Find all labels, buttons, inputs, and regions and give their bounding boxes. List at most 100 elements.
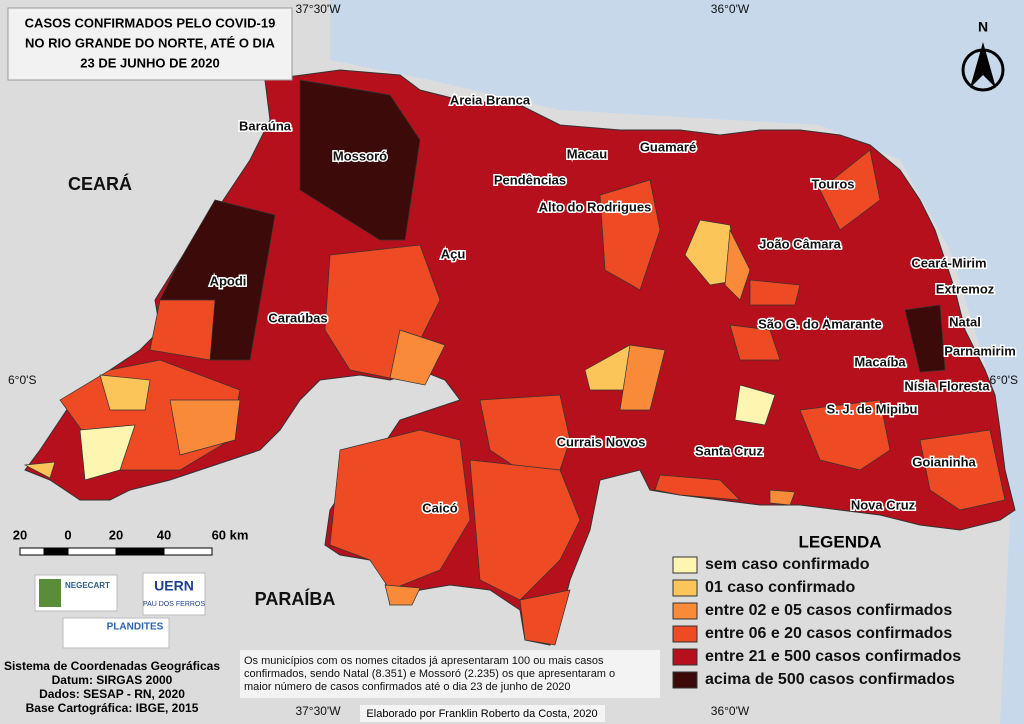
city-label: Nova Cruz [851, 497, 916, 512]
info-line: Sistema de Coordenadas Geográficas [4, 659, 220, 673]
logo-box [62, 617, 170, 649]
legend-label: entre 02 e 05 casos confirmados [705, 602, 952, 619]
city-label: Alto do Rodrigues [539, 199, 652, 214]
credit: Elaborado por Franklin Roberto da Costa,… [366, 708, 597, 720]
municipality [23, 461, 56, 479]
graticule-label: 6°0'S [8, 373, 36, 387]
municipality [384, 584, 421, 606]
municipality [169, 399, 241, 456]
graticule-label: 6°0'S [990, 373, 1018, 387]
north-arrow [970, 42, 996, 88]
city-label: Currais Novos [557, 434, 646, 449]
info-line: Dados: SESAP - RN, 2020 [39, 687, 185, 701]
city-label: João Câmara [759, 236, 841, 251]
legend-swatch [672, 602, 698, 620]
municipality [329, 429, 471, 591]
legend-swatch [672, 556, 698, 574]
legend-swatch [672, 671, 698, 689]
title-line: NO RIO GRANDE DO NORTE, ATÉ O DIA [25, 35, 276, 50]
city-label: Nísia Floresta [904, 378, 990, 393]
logo-text: UERN [154, 578, 194, 594]
municipality [99, 374, 151, 411]
scale-label: 20 [109, 527, 123, 542]
city-label: Areia Branca [450, 92, 531, 107]
legend-label: entre 06 e 20 casos confirmados [705, 625, 952, 642]
logo-box [142, 572, 206, 616]
city-label: São G. do Amarante [758, 316, 882, 331]
city-label: Açu [441, 246, 466, 261]
city-label: Extremoz [936, 281, 995, 296]
graticule-label: 36°0'W [711, 2, 750, 16]
graticule-label: 37°30'W [295, 2, 341, 16]
legend-swatch [672, 579, 698, 597]
scale-label: 60 km [212, 527, 249, 542]
credit-box [360, 705, 605, 722]
municipality [724, 228, 751, 301]
note-box [240, 650, 660, 698]
graticule-label: 36°0'W [711, 704, 750, 718]
city-label: Ceará-Mirim [911, 255, 986, 270]
city-label: Mossoró [333, 148, 387, 163]
city-label: Pendências [494, 172, 566, 187]
city-label: Caraúbas [268, 310, 327, 325]
city-label: Baraúna [239, 118, 292, 133]
info-line: Datum: SIRGAS 2000 [52, 673, 173, 687]
region-label: PARAÍBA [255, 588, 336, 609]
municipality [904, 304, 946, 373]
city-label: Parnamirim [944, 343, 1016, 358]
logo-icon [39, 579, 61, 607]
city-label: Macaíba [854, 354, 906, 369]
municipality [389, 329, 446, 386]
municipality [799, 399, 891, 471]
city-label: Guamaré [640, 139, 696, 154]
municipality [919, 429, 1006, 511]
municipality [729, 324, 781, 361]
title-line: CASOS CONFIRMADOS PELO COVID-19 [25, 15, 276, 30]
scale-label: 20 [13, 527, 27, 542]
municipality [734, 384, 776, 426]
city-label: Goianinha [912, 454, 976, 469]
municipality [299, 79, 421, 241]
note-line: confirmados, sendo Natal (8.351) e Mosso… [244, 668, 615, 680]
municipality [654, 474, 741, 501]
legend-swatch [672, 648, 698, 666]
municipality [149, 299, 216, 361]
scale-label: 40 [157, 527, 171, 542]
municipality [749, 279, 801, 306]
title-box [7, 7, 293, 81]
north-label: N [978, 19, 988, 35]
legend-swatch [672, 625, 698, 643]
municipality [769, 489, 796, 506]
legend-label: entre 21 e 500 casos confirmados [705, 648, 961, 665]
legend-label: acima de 500 casos confirmados [705, 671, 955, 688]
scale-label: 0 [64, 527, 71, 542]
city-label: Santa Cruz [695, 443, 763, 458]
city-label: S. J. de Mipibu [826, 401, 917, 416]
graticule-label: 37°30'W [295, 704, 341, 718]
city-label: Apodi [210, 273, 247, 288]
labels: CASOS CONFIRMADOS PELO COVID-19 NO RIO GR… [4, 2, 1018, 722]
legend-label: 01 caso confirmado [705, 579, 856, 596]
logo-text: NEGECART [65, 581, 110, 590]
sea [330, 0, 1024, 724]
title-line: 23 DE JUNHO DE 2020 [80, 55, 219, 70]
scale-segment [163, 547, 213, 556]
note-line: maior número de casos confirmados até o … [244, 681, 571, 693]
city-label: Natal [949, 314, 981, 329]
municipality [79, 424, 136, 481]
scale-segment [19, 547, 45, 556]
scale-segment [67, 547, 117, 556]
municipality [819, 149, 881, 231]
legend-title: LEGENDA [798, 532, 881, 551]
city-label: Touros [811, 176, 854, 191]
note-line: Os municípios com os nomes citados já ap… [244, 655, 604, 667]
region-label: CEARÁ [68, 173, 132, 194]
municipality [469, 459, 581, 601]
municipality [619, 344, 666, 411]
city-label: Macau [567, 146, 608, 161]
municipality [519, 589, 571, 646]
municipality [599, 179, 661, 291]
logo-text: PAU DOS FERROS [143, 601, 205, 608]
